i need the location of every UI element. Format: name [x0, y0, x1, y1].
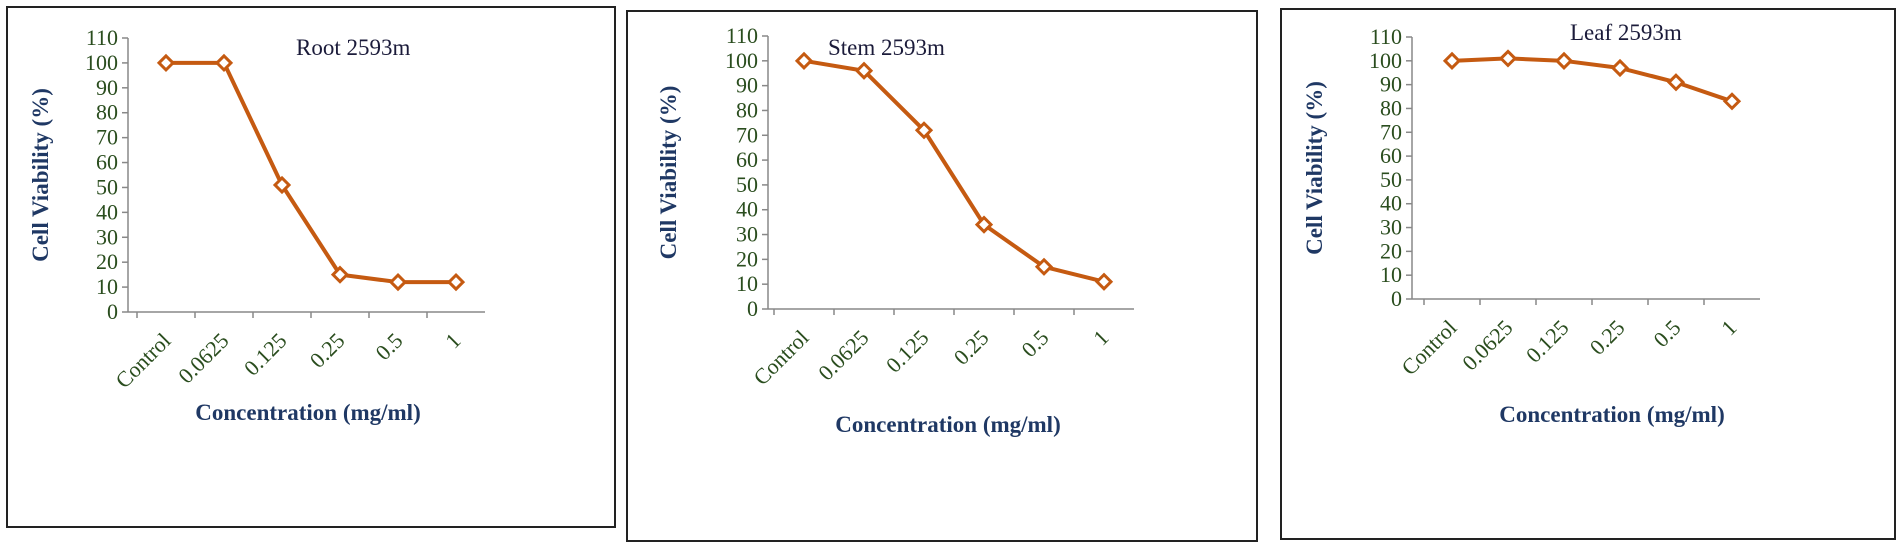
y-tick-label: 100	[725, 48, 758, 73]
chart-title: Stem 2593m	[828, 35, 945, 60]
x-tick-label: 0.5	[1016, 325, 1053, 362]
series-line	[166, 60, 456, 285]
x-tick-label: 1	[440, 328, 465, 353]
y-tick-label: 110	[726, 23, 758, 48]
y-tick-label: 60	[96, 150, 118, 175]
y-tick-label: 10	[1380, 262, 1402, 287]
y-axis-label: Cell Viability (%)	[656, 86, 681, 260]
x-tick-label: Control	[110, 328, 175, 393]
y-tick-label: 70	[736, 122, 758, 147]
data-point-marker	[330, 265, 350, 284]
series-line	[803, 58, 1105, 284]
chart-title: Leaf 2593m	[1570, 20, 1682, 45]
y-tick-label: 20	[736, 246, 758, 271]
x-tick-label: 0.0625	[813, 325, 873, 385]
data-point-marker	[974, 215, 994, 234]
data-point-marker	[214, 53, 234, 73]
x-tick-label: 0.25	[1585, 315, 1630, 360]
y-tick-label: 30	[96, 224, 118, 249]
series-line	[1451, 56, 1733, 104]
y-tick-label: 90	[1380, 72, 1402, 97]
y-tick-label: 70	[96, 125, 118, 150]
y-tick-label: 50	[736, 172, 758, 197]
x-tick-label: 0.5	[1648, 315, 1685, 352]
y-axis-label: Cell Viability (%)	[28, 88, 53, 262]
y-tick-label: 40	[736, 197, 758, 222]
y-tick-label: 0	[1391, 286, 1402, 311]
x-tick-label: 0.25	[305, 328, 350, 373]
x-tick-label: 1	[1088, 325, 1113, 350]
x-axis-label: Concentration (mg/ml)	[1499, 402, 1725, 427]
y-tick-label: 100	[85, 50, 118, 75]
data-point-marker	[1094, 272, 1114, 291]
x-axis-label: Concentration (mg/ml)	[835, 412, 1061, 437]
y-tick-label: 20	[96, 249, 118, 274]
chart-panel-root: Root 2593m 0 10 20 30 40 50 60 70 80 90 100 110 Contr…	[6, 6, 616, 528]
data-point-marker	[1554, 51, 1574, 70]
data-point-marker	[1034, 257, 1054, 276]
x-tick-label: 0.125	[239, 328, 292, 381]
data-point-marker	[914, 121, 934, 140]
y-tick-label: 80	[736, 97, 758, 122]
data-point-marker	[272, 175, 292, 195]
y-tick-label: 60	[736, 147, 758, 172]
x-tick-label: 0.25	[949, 325, 994, 370]
data-point-marker	[1442, 51, 1462, 70]
data-point-marker	[388, 272, 408, 292]
y-tick-label: 10	[96, 274, 118, 299]
y-tick-label: 40	[1380, 191, 1402, 216]
y-tick-label: 50	[1380, 167, 1402, 192]
x-tick-label: 0.0625	[173, 328, 233, 388]
y-tick-label: 0	[747, 296, 758, 321]
x-tick-label: 0.5	[370, 328, 407, 365]
y-tick-label: 0	[107, 299, 118, 324]
y-tick-label: 80	[1380, 95, 1402, 120]
data-point-marker	[794, 51, 814, 70]
y-tick-label: 50	[96, 174, 118, 199]
chart-panel-stem: Stem 2593m 0 10 20 30 40 50 60 70 80 90 100 110 Contr…	[626, 10, 1258, 542]
y-tick-label: 40	[96, 199, 118, 224]
y-tick-label: 110	[86, 25, 118, 50]
y-tick-label: 30	[736, 222, 758, 247]
x-tick-label: Control	[748, 325, 813, 390]
x-tick-label: 1	[1716, 315, 1741, 340]
y-tick-label: 30	[1380, 215, 1402, 240]
y-tick-label: 100	[1369, 48, 1402, 73]
x-tick-label: Control	[1396, 315, 1461, 380]
x-tick-label: 0.125	[881, 325, 934, 378]
x-axis-label: Concentration (mg/ml)	[195, 400, 421, 425]
x-tick-label: 0.125	[1521, 315, 1574, 368]
y-tick-label: 70	[1380, 119, 1402, 144]
y-tick-label: 110	[1370, 24, 1402, 49]
data-point-marker	[1498, 49, 1518, 68]
y-axis-label: Cell Viability (%)	[1302, 81, 1327, 255]
data-point-marker	[1610, 58, 1630, 78]
data-point-marker	[1666, 73, 1686, 92]
data-point-marker	[446, 272, 466, 292]
data-point-marker	[854, 61, 874, 80]
y-tick-label: 60	[1380, 143, 1402, 168]
chart-panel-leaf: Leaf 2593m 0 10 20 30 40 50 60 70 80 90 100 110 Contr…	[1280, 8, 1896, 540]
x-tick-label: 0.0625	[1457, 315, 1517, 375]
y-tick-label: 80	[96, 100, 118, 125]
y-tick-label: 10	[736, 271, 758, 296]
y-tick-label: 90	[96, 75, 118, 100]
chart-title: Root 2593m	[296, 35, 410, 60]
y-tick-label: 20	[1380, 238, 1402, 263]
y-tick-label: 90	[736, 73, 758, 98]
data-point-marker	[1722, 92, 1742, 111]
data-point-marker	[156, 53, 176, 73]
